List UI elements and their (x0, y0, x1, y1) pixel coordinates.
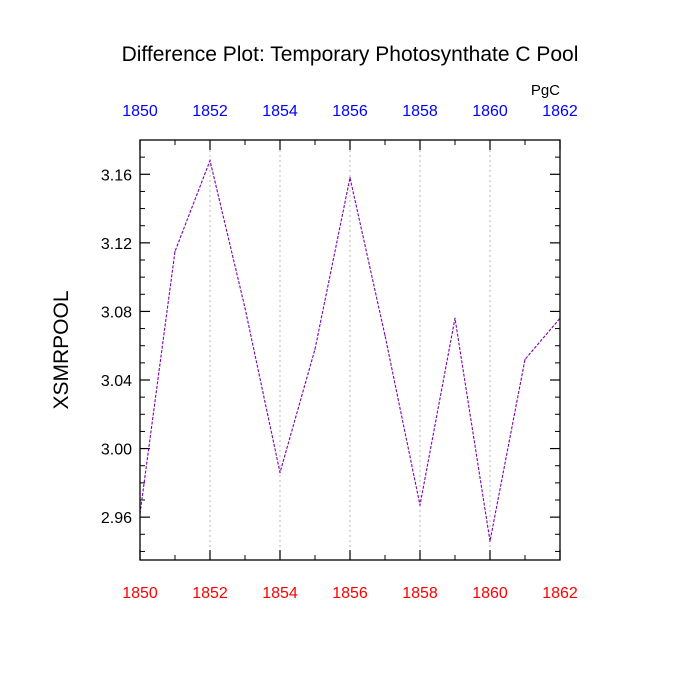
x-tick-label-top-4: 1858 (402, 103, 438, 120)
y-tick-label-1: 3.00 (101, 442, 132, 459)
grid-lines (209, 140, 491, 560)
x-tick-label-top-0: 1850 (122, 103, 158, 120)
y-tick-label-5: 3.16 (101, 167, 132, 184)
data-point-1857 (384, 334, 386, 337)
x-tick-label-bottom-5: 1860 (472, 585, 508, 602)
x-tick-label-top-5: 1860 (472, 103, 508, 120)
y-tick-label-2: 3.04 (101, 373, 132, 390)
data-point-1851 (174, 250, 176, 253)
x-tick-label-bottom-2: 1854 (262, 585, 298, 602)
y-tick-label-4: 3.12 (101, 236, 132, 253)
y-tick-label-3: 3.08 (101, 304, 132, 321)
x-tick-label-bottom-4: 1858 (402, 585, 438, 602)
plot-frame (139, 139, 561, 561)
x-tick-label-bottom-0: 1850 (122, 585, 158, 602)
x-tick-label-bottom-1: 1852 (192, 585, 228, 602)
tick-labels: 2.96 3.00 3.04 3.08 3.12 3.16 1850 1852 1854 1856… (101, 103, 578, 602)
y-axis-label: XSMRPOOL (50, 290, 73, 409)
x-tick-label-top-3: 1856 (332, 103, 368, 120)
minor-ticks (140, 139, 560, 560)
data-point-1853 (244, 307, 246, 309)
x-tick-label-bottom-6: 1862 (542, 585, 578, 602)
chart-title: Difference Plot: Temporary Photosynthate… (122, 43, 579, 66)
y-tick-label-0: 2.96 (101, 510, 132, 527)
data-point-1856 (349, 177, 351, 179)
data-point-1859 (454, 317, 456, 319)
data-point-1854 (279, 471, 281, 474)
x-tick-label-top-6: 1862 (542, 103, 578, 120)
data-point-1861 (524, 358, 526, 361)
x-tick-label-bottom-3: 1856 (332, 585, 368, 602)
data-point-1858 (419, 504, 421, 506)
data-point-1855 (314, 348, 316, 350)
data-point-1852 (209, 159, 211, 162)
x-tick-label-top-1: 1852 (192, 103, 228, 120)
data-point-1860 (489, 540, 491, 542)
x-tick-label-top-2: 1854 (262, 103, 298, 120)
units-label: PgC (531, 82, 560, 99)
